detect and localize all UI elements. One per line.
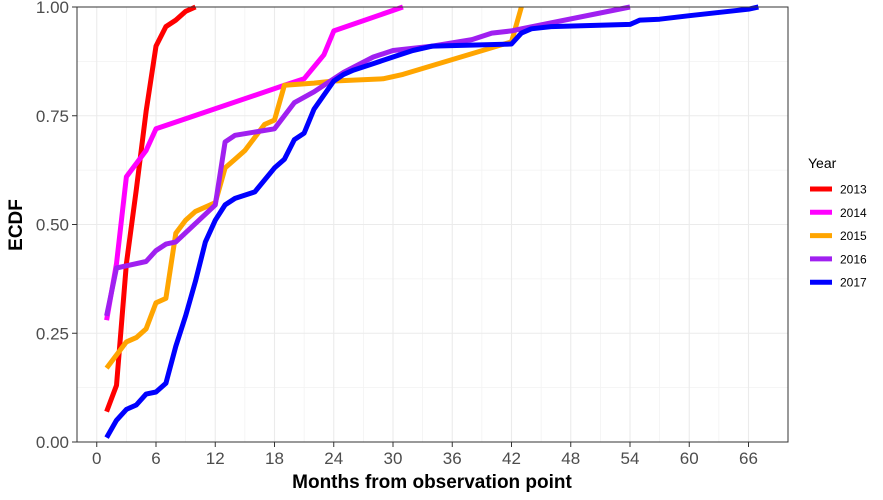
legend-label-2014: 2014 — [840, 206, 867, 220]
x-tick-label: 0 — [92, 449, 101, 468]
legend-label-2017: 2017 — [840, 276, 867, 290]
x-tick-label: 18 — [265, 449, 284, 468]
y-axis-title: ECDF — [6, 199, 27, 251]
x-tick-label: 12 — [206, 449, 225, 468]
x-tick-label: 66 — [739, 449, 758, 468]
series-line-2013 — [104, 4, 197, 413]
legend-label-2016: 2016 — [840, 252, 867, 266]
y-tick-label: 0.75 — [36, 107, 69, 126]
series-line-2014 — [104, 4, 404, 321]
legend-label-2015: 2015 — [840, 229, 867, 243]
y-tick-label: 0.50 — [36, 216, 69, 235]
x-tick-label: 6 — [151, 449, 160, 468]
y-tick-label: 0.00 — [36, 433, 69, 452]
y-axis: 0.00 0.25 0.50 0.75 1.00 — [36, 0, 77, 452]
series-line-2017 — [104, 4, 759, 439]
legend-title: Year — [808, 155, 837, 171]
x-tick-label: 54 — [621, 449, 640, 468]
x-tick-label: 30 — [384, 449, 403, 468]
x-tick-label: 24 — [324, 449, 343, 468]
legend: Year 2013 2014 2015 2016 2017 — [808, 155, 867, 290]
x-tick-label: 60 — [680, 449, 699, 468]
y-tick-label: 0.25 — [36, 324, 69, 343]
x-axis-title: Months from observation point — [292, 472, 572, 493]
y-tick-label: 1.00 — [36, 0, 69, 17]
x-tick-label: 42 — [502, 449, 521, 468]
x-tick-label: 36 — [443, 449, 462, 468]
x-axis: 0 6 12 18 24 30 36 42 48 54 60 66 — [92, 442, 758, 468]
legend-label-2013: 2013 — [840, 183, 867, 197]
series-lines — [104, 4, 759, 439]
x-tick-label: 48 — [561, 449, 580, 468]
series-line-2016 — [104, 4, 631, 317]
